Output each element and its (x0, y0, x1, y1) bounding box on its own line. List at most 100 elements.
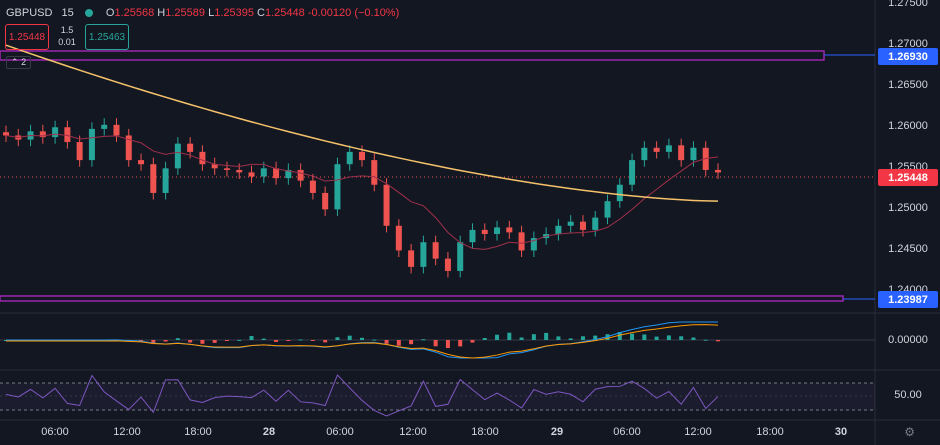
macd-histogram-bar (691, 337, 696, 340)
candle-body (187, 143, 194, 152)
macd-histogram-bar (507, 332, 512, 340)
macd-histogram-bar (642, 334, 647, 340)
collapse-icon: ⌃ (11, 57, 19, 67)
macd-histogram-bar (298, 339, 303, 341)
candle-body (678, 145, 685, 161)
candle-body (481, 229, 488, 234)
macd-histogram-bar (396, 340, 401, 346)
candle-body (236, 169, 243, 173)
current-price-tag: 1.25448 (878, 169, 938, 186)
fast-moving-average-line (5, 133, 719, 250)
rsi-axis-label: 50.00 (894, 389, 922, 401)
lower-level-tag: 1.23987 (878, 291, 938, 308)
close-label: C (257, 7, 265, 19)
time-axis-label: 12:00 (399, 426, 427, 438)
sell-button[interactable]: 1.25448 (5, 24, 49, 50)
spread-bottom: 0.01 (58, 37, 76, 47)
candle-body (64, 127, 71, 143)
candle-body (223, 168, 230, 170)
open-value: 1.25568 (114, 7, 155, 19)
buy-button[interactable]: 1.25463 (85, 24, 129, 50)
candle-body (494, 227, 501, 234)
time-axis-label: 18:00 (184, 426, 212, 438)
macd-histogram-bar (139, 340, 144, 342)
macd-histogram-bar (544, 332, 549, 340)
symbol-name[interactable]: GBPUSD (6, 7, 53, 19)
candle-body (690, 147, 697, 161)
candle-body (518, 232, 525, 251)
spread-display: 1.5 0.01 (52, 24, 82, 48)
upper-level-tag: 1.26930 (878, 48, 938, 65)
time-axis-label: 30 (834, 426, 848, 438)
sell-price: 1.25448 (8, 31, 46, 43)
indicators-toggle[interactable]: ⌃ 2 (6, 56, 32, 69)
time-axis-label: 06:00 (613, 426, 641, 438)
candle-body (395, 225, 402, 251)
candle-body (273, 168, 280, 179)
macd-histogram-bar (433, 340, 438, 347)
macd-histogram-bar (458, 340, 463, 347)
buy-price: 1.25463 (88, 31, 126, 43)
macd-axis-label: 0.00000 (888, 334, 928, 346)
macd-histogram-bar (409, 340, 414, 345)
candle-body (506, 227, 513, 233)
macd-histogram-bar (630, 333, 635, 340)
upper-resistance-zone (0, 50, 825, 61)
price-axis-label: 1.27500 (888, 0, 928, 10)
market-status-icon (84, 9, 93, 18)
candle-body (371, 160, 378, 185)
macd-histogram-bar (384, 340, 389, 344)
time-axis-label: 06:00 (326, 426, 354, 438)
macd-histogram-bar (261, 338, 266, 340)
time-axis-label: 18:00 (471, 426, 499, 438)
candle-body (616, 184, 623, 202)
spread-top: 1.5 (60, 25, 74, 35)
candle-body (334, 164, 341, 210)
macd-histogram-bar (470, 340, 475, 343)
macd-histogram-bar (482, 338, 487, 340)
macd-histogram-bar (200, 340, 205, 344)
macd-histogram-bar (249, 336, 254, 340)
macd-histogram-bar (495, 334, 500, 340)
high-label: H (157, 7, 166, 19)
candle-body (555, 225, 562, 234)
macd-histogram-bar (556, 336, 561, 340)
candle-body (297, 169, 304, 181)
macd-histogram-bar (151, 340, 156, 345)
time-axis-label: 18:00 (756, 426, 784, 438)
macd-histogram-bar (286, 340, 291, 341)
settings-gear-icon[interactable]: ⚙ (904, 425, 915, 439)
macd-histogram-bar (188, 340, 193, 343)
candle-body (150, 164, 157, 193)
macd-histogram-bar (531, 334, 536, 340)
candle-body (420, 242, 427, 267)
change-percent: (−0.10%) (354, 7, 400, 19)
slow-moving-average-line (5, 44, 719, 202)
macd-signal-line (6, 324, 719, 359)
candle-body (383, 184, 390, 226)
macd-histogram-bar (212, 340, 217, 343)
lower-support-zone (0, 295, 844, 302)
candle-body (285, 169, 292, 179)
price-axis-label: 1.24500 (888, 243, 928, 256)
price-axis-label: 1.27000 (888, 38, 928, 51)
macd-histogram-bar (568, 338, 573, 340)
open-label: O (105, 7, 115, 19)
candle-body (199, 151, 206, 165)
candle-body (322, 192, 329, 210)
macd-histogram-bar (666, 335, 671, 340)
macd-histogram-bar (224, 340, 229, 341)
price-axis-label: 1.25000 (888, 202, 928, 215)
candle-body (592, 217, 599, 230)
candle-body (432, 242, 439, 259)
macd-histogram-bar (372, 339, 377, 341)
low-value: 1.25395 (214, 7, 254, 19)
interval[interactable]: 15 (61, 7, 74, 19)
price-axis-label: 1.26500 (888, 79, 928, 92)
macd-histogram-bar (335, 337, 340, 340)
candle-body (76, 142, 83, 161)
macd-histogram-bar (716, 340, 720, 342)
macd-histogram-bar (580, 336, 585, 340)
candle-body (715, 169, 721, 173)
